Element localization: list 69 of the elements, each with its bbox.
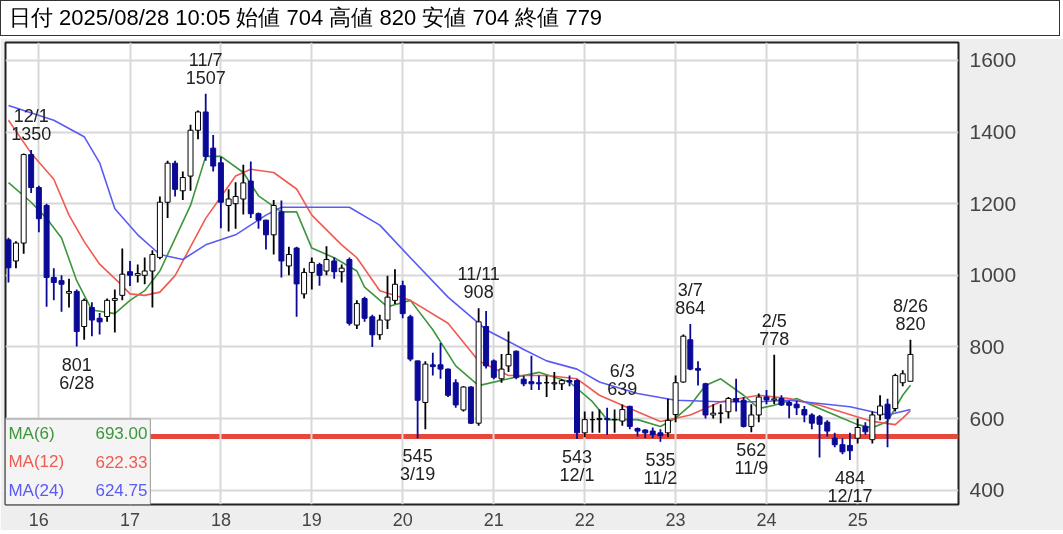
candlestick (316, 261, 323, 287)
y-tick-label: 1600 (969, 48, 1017, 72)
candlestick (884, 397, 891, 449)
annotation: 624.75 (95, 481, 148, 501)
candlestick (877, 394, 884, 422)
annotation: 801 6/28 (59, 354, 95, 393)
annotation: 535 11/2 (643, 449, 678, 488)
candlestick (66, 277, 72, 309)
y-tick-label: 1200 (969, 191, 1017, 215)
x-tick-label: 20 (392, 509, 413, 530)
annotation: 11/11 908 (457, 264, 500, 303)
candlestick (551, 371, 558, 391)
annotation: 8/26 820 (892, 295, 928, 334)
annotation: 622.33 (95, 452, 148, 472)
candlestick (460, 385, 467, 413)
candlestick (710, 403, 717, 420)
y-tick-label: 1000 (969, 263, 1017, 287)
candlestick (301, 267, 308, 300)
annotation: 2/5 778 (759, 310, 790, 349)
x-tick-label: 19 (301, 509, 322, 530)
x-tick-label: 23 (665, 509, 686, 530)
chart-title: 日付 2025/08/28 10:05 始値 704 高値 820 安値 704 終値 779 (0, 0, 1060, 36)
x-tick-label: 17 (120, 509, 141, 530)
y-tick-label: 1400 (969, 120, 1017, 144)
candlestick (331, 256, 338, 280)
candlestick (619, 403, 626, 427)
candlestick (505, 330, 512, 373)
candlestick (452, 378, 459, 409)
candlestick (353, 299, 360, 330)
x-tick-label: 24 (756, 509, 777, 530)
y-tick-label: 800 (969, 334, 1005, 358)
candlestick (664, 397, 671, 439)
candlestick (285, 245, 292, 277)
y-tick-label: 400 (969, 478, 1005, 502)
annotation: 11/7 1507 (185, 49, 226, 88)
candlestick (376, 313, 383, 341)
candlestick (12, 240, 19, 270)
candlestick (179, 170, 186, 201)
x-tick-label: 22 (574, 509, 595, 530)
text: MA(6) (8, 423, 55, 443)
candlestick (748, 403, 755, 434)
annotation: 693.00 (95, 424, 148, 444)
candlestick (854, 417, 861, 445)
text: MA(24) (8, 480, 65, 500)
candlestick (323, 245, 330, 277)
candlestick (771, 353, 778, 406)
candlestick (498, 353, 505, 384)
candlestick (490, 358, 497, 381)
candlestick (581, 410, 588, 439)
text: MA(12) (8, 452, 65, 472)
y-tick-label: 600 (969, 406, 1005, 430)
candlestick (119, 247, 126, 302)
candlestick (695, 360, 702, 387)
candlestick (308, 256, 315, 291)
annotation: 543 12/1 (559, 446, 595, 485)
x-tick-label: 21 (483, 509, 504, 530)
candlestick (111, 288, 118, 334)
annotation: 3/7 864 (675, 280, 706, 318)
candlestick (127, 260, 133, 287)
x-tick-label: 18 (210, 509, 231, 530)
candlestick (604, 406, 611, 436)
annotation: 545 3/19 (400, 446, 436, 485)
candlestick (104, 297, 111, 323)
candlestick (725, 396, 732, 420)
x-tick-label: 16 (28, 509, 49, 530)
annotation: 562 11/9 (734, 440, 769, 479)
x-tick-label: 25 (847, 509, 868, 530)
candlestick (755, 392, 762, 424)
annotation: 484 12/17 (827, 468, 873, 507)
